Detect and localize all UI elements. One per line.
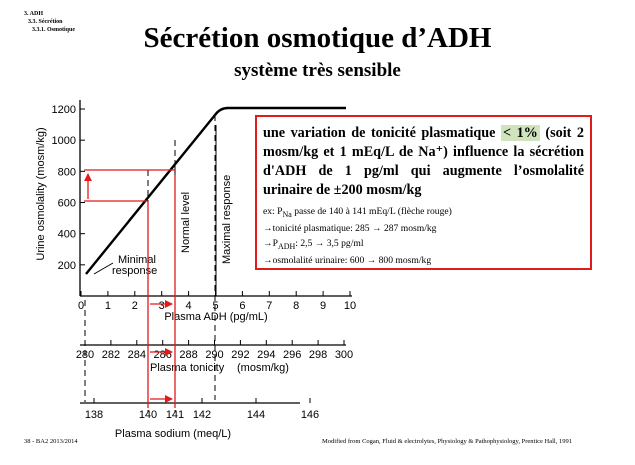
x-adh-tick-label: 8 [293,300,299,312]
x-tonicity-tick-label: 288 [179,349,197,361]
x-axis-sodium-ticks: 138 140 141 142 144 146 [85,398,319,421]
x-adh-tick-label: 3 [159,300,165,312]
x-tonicity-tick-label: 298 [309,349,327,361]
example-line-urine: →osmolalité urinaire: 600 → 800 mosm/kg [263,255,432,267]
highlight-one-percent: < 1% [501,125,540,141]
x-adh-tick-label: 10 [344,300,356,312]
x-adh-tick-label: 7 [266,300,272,312]
y-tick-label: 600 [58,198,76,210]
example-line-adh: →PADH: 2,5 → 3,5 pg/ml [263,237,364,251]
y-tick-label: 1000 [52,135,76,147]
x-tonicity-tick-label: 286 [154,349,172,361]
breadcrumb-level-2: 3.3. Sécrétion [28,19,63,25]
x-sodium-tick-label: 141 [166,409,184,421]
x-axis-tonicity-label-units: (mosm/kg) [237,362,289,374]
explanation-box: une variation de tonicité plasmatique < … [255,115,592,270]
x-adh-tick-label: 0 [78,300,84,312]
example-line-sodium: ex: PNa passe de 140 à 141 mEq/L (flèche… [263,206,452,219]
y-axis-ticks: 200 400 600 800 1000 1200 [52,104,85,272]
annotation-maximal-response: Maximal response [221,175,233,264]
example-line-tonicity: →tonicité plasmatique: 285 → 287 mosm/kg [263,223,437,235]
x-sodium-tick-label: 142 [193,409,211,421]
y-tick-label: 400 [58,229,76,241]
x-axis-adh-ticks: 012345678910 [78,291,356,312]
x-adh-tick-label: 1 [105,300,111,312]
x-axis-tonicity-label-tonicity: tonicity [190,362,225,374]
slide-subtitle: système très sensible [234,60,401,81]
x-sodium-tick-label: 138 [85,409,103,421]
explanation-text-end: (soit 2 mosm/kg et 1 mEq/L de Na⁺) influ… [263,125,584,198]
annotation-minimal-response-2: response [112,265,157,277]
red-example-arrows [84,169,176,408]
x-adh-tick-label: 2 [132,300,138,312]
breadcrumb-level-3: 3.3.1. Osmotique [32,27,76,33]
y-tick-label: 800 [58,166,76,178]
adh-response-curve [85,106,346,275]
footer-source: Modified from Cogan, Fluid & electrolyte… [322,438,572,445]
x-tonicity-tick-label: 294 [257,349,275,361]
x-adh-tick-label: 6 [239,300,245,312]
footer-slide-number: 38 - BA2 2013/2014 [24,438,78,445]
x-sodium-tick-label: 146 [301,409,319,421]
example-details: ex: PNa passe de 140 à 141 mEq/L (flèche… [263,205,584,269]
x-axis-sodium-label: Plasma sodium (meq/L) [115,428,231,440]
y-tick-label: 200 [58,260,76,272]
explanation-main-text: une variation de tonicité plasmatique < … [263,124,584,200]
breadcrumb: 3. ADH 3.3. Sécrétion 3.3.1. Osmotique [24,10,75,34]
x-tonicity-tick-label: 292 [231,349,249,361]
x-axis-tonicity-label-plasma: Plasma [150,362,188,374]
slide-title: Sécrétion osmotique d’ADH [143,22,492,54]
x-tonicity-tick-label: 300 [335,349,353,361]
explanation-text-start: une variation de tonicité plasmatique [263,125,501,141]
annotation-minimal-response-1: Minimal [118,254,156,266]
breadcrumb-level-1: 3. ADH [24,11,44,17]
x-sodium-tick-label: 144 [247,409,265,421]
x-sodium-tick-label: 140 [139,409,157,421]
x-adh-tick-label: 9 [320,300,326,312]
annotation-minimal-pointer [93,262,114,275]
x-tonicity-tick-label: 282 [102,349,120,361]
annotation-normal-level: Normal level [180,192,192,253]
x-tonicity-tick-label: 284 [128,349,146,361]
y-tick-label: 1200 [52,104,76,116]
x-tonicity-tick-label: 296 [283,349,301,361]
x-adh-tick-label: 4 [186,300,192,312]
y-axis-label: Urine osmolality (mosm/kg) [35,127,47,260]
x-axis-adh-label: Plasma ADH (pg/mL) [164,311,267,323]
